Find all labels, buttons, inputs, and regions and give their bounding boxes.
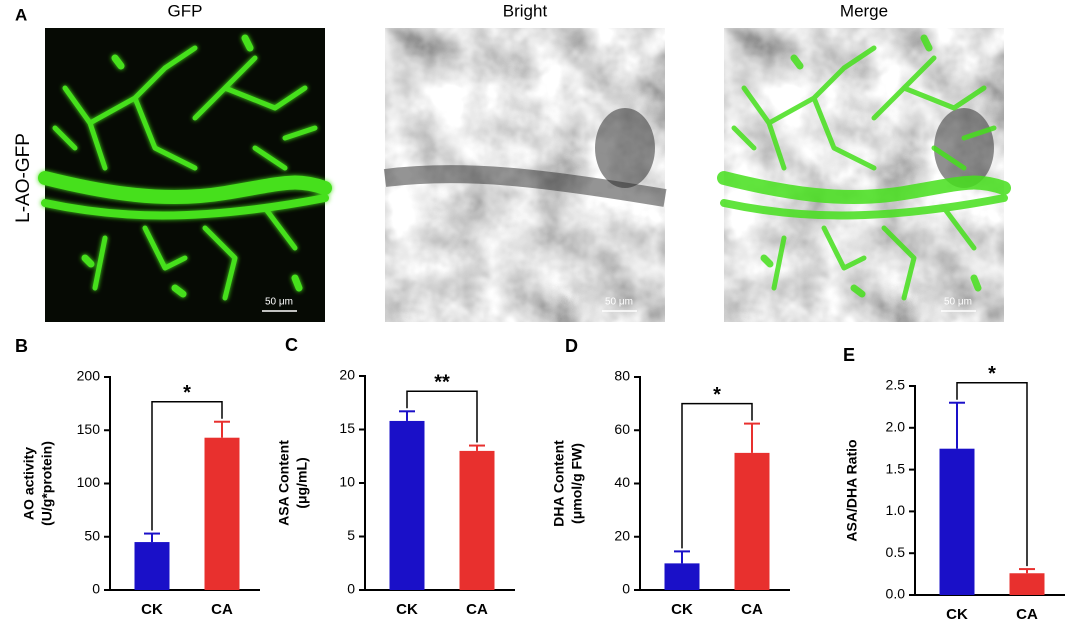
y-tick-label: 60 [614, 421, 630, 437]
y-tick-label: 0.0 [886, 586, 906, 602]
bar [1009, 573, 1045, 595]
bar [939, 448, 975, 595]
significance-label: * [713, 384, 721, 406]
bar [204, 437, 240, 590]
y-tick-label: 0 [92, 581, 100, 597]
y-tick-label: 40 [614, 474, 630, 490]
y-tick-label: 150 [77, 421, 101, 437]
scale-bar: 50 μm [265, 297, 293, 308]
y-tick-label: 20 [339, 367, 355, 383]
x-tick-label: CA [741, 601, 763, 618]
y-axis-label: AO activity [21, 447, 37, 520]
y-tick-label: 1.0 [886, 502, 906, 518]
y-tick-label: 0 [347, 581, 355, 597]
x-tick-label: CK [396, 601, 418, 618]
panel-label: B [15, 336, 28, 356]
y-axis-label: (μg/mL) [294, 457, 310, 508]
y-tick-label: 0 [622, 581, 630, 597]
y-tick-label: 100 [77, 474, 101, 490]
y-axis-label: ASA/DHA Ratio [844, 439, 860, 541]
bar [734, 452, 770, 590]
bar [459, 450, 495, 590]
bar [134, 542, 170, 590]
significance-bracket [681, 402, 753, 549]
bright-image: 50 μm [383, 28, 667, 322]
y-tick-label: 2.0 [886, 419, 906, 435]
x-tick-label: CK [141, 601, 163, 618]
significance-label: * [988, 363, 996, 385]
column-title: Merge [840, 1, 888, 20]
y-tick-label: 10 [339, 474, 355, 490]
y-tick-label: 200 [77, 368, 101, 384]
scale-bar: 50 μm [605, 297, 633, 308]
y-axis-label: (μmol/g FW) [569, 443, 585, 524]
x-tick-label: CA [1016, 606, 1038, 623]
y-axis-label: DHA Content [551, 440, 567, 527]
merge-image: 50 μm [724, 28, 1004, 322]
panel-label: C [285, 335, 298, 355]
x-tick-label: CA [211, 601, 233, 618]
y-tick-label: 0.5 [886, 544, 906, 560]
x-tick-label: CA [466, 601, 488, 618]
y-tick-label: 1.5 [886, 460, 906, 476]
column-title: Bright [503, 1, 548, 20]
y-tick-label: 5 [347, 527, 355, 543]
row-label: L-AO-GFP [13, 133, 34, 223]
y-tick-label: 20 [614, 527, 630, 543]
y-axis-label: ASA Content [276, 440, 292, 526]
y-axis-label: (U/g*protein) [39, 441, 55, 526]
y-tick-label: 2.5 [886, 377, 906, 393]
y-tick-label: 50 [84, 527, 100, 543]
significance-label: ** [434, 372, 450, 394]
significance-bracket [956, 381, 1028, 567]
x-tick-label: CK [946, 606, 968, 623]
significance-bracket [151, 400, 223, 531]
y-tick-label: 15 [339, 420, 355, 436]
gfp-image: 50 μm [45, 28, 325, 322]
bar [664, 563, 700, 590]
panel-label: D [565, 336, 578, 356]
panel-label: A [15, 5, 27, 24]
column-title: GFP [168, 1, 203, 20]
scale-bar: 50 μm [944, 297, 972, 308]
panel-label: E [843, 345, 855, 365]
x-tick-label: CK [671, 601, 693, 618]
significance-bracket [406, 390, 478, 443]
y-tick-label: 80 [614, 368, 630, 384]
bar [389, 420, 425, 590]
significance-label: * [183, 382, 191, 404]
